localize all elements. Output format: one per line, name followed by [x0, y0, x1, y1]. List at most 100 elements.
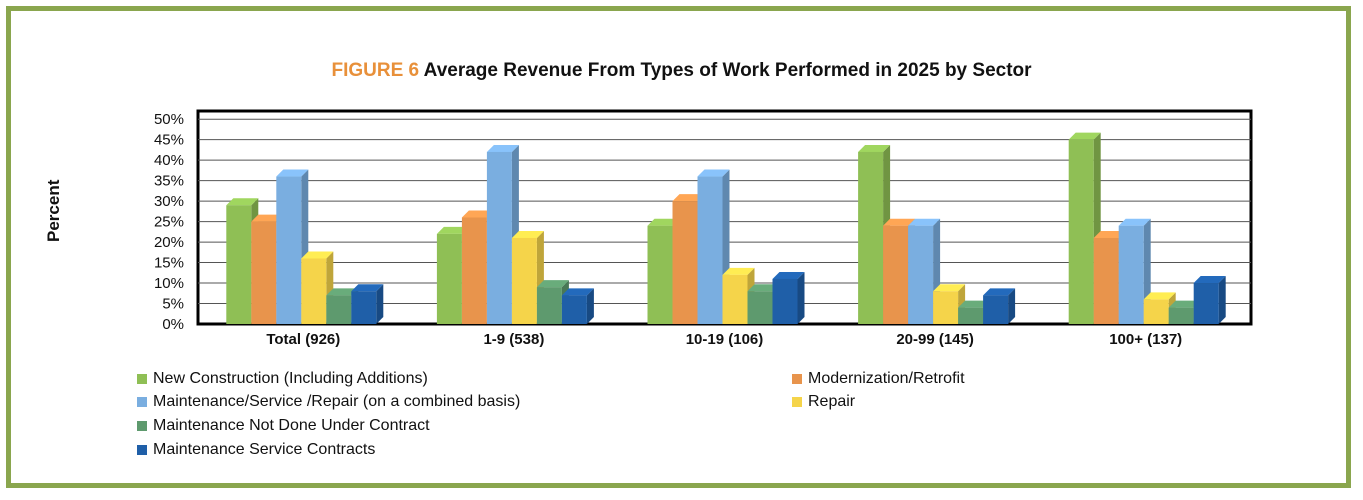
title-text: Average Revenue From Types of Work Perfo…: [423, 60, 1032, 81]
bar: [1143, 299, 1169, 324]
y-tick-label: 30%: [154, 193, 184, 210]
bar-top: [722, 267, 755, 275]
bar-top: [251, 214, 284, 222]
legend-label: Maintenance/Service /Repair (on a combin…: [153, 393, 521, 410]
y-tick-label: 40%: [154, 152, 184, 169]
bar-top: [983, 288, 1016, 296]
bar-top: [326, 288, 359, 296]
bar: [276, 176, 302, 324]
legend-swatch: [137, 374, 147, 384]
bar-top: [1118, 218, 1151, 226]
bar-top: [536, 280, 569, 288]
y-tick-label: 10%: [154, 275, 184, 292]
legend-swatch: [792, 397, 802, 407]
bar: [536, 287, 562, 324]
bar-top: [1168, 300, 1201, 308]
y-tick-label: 20%: [154, 234, 184, 251]
legend-label: Modernization/Retrofit: [808, 370, 965, 387]
bar-top: [933, 284, 966, 292]
bar-top: [486, 144, 519, 152]
bar: [933, 291, 959, 324]
bar-top: [883, 218, 916, 226]
bar-top: [276, 169, 309, 177]
legend-item: Maintenance Service Contracts: [137, 441, 375, 459]
bar: [561, 295, 587, 324]
bar: [1193, 283, 1219, 324]
bar-side: [586, 288, 594, 324]
bar: [511, 237, 537, 324]
bar: [772, 278, 798, 324]
legend-item: Repair: [792, 393, 855, 411]
x-tick-label: 10-19 (106): [686, 331, 764, 348]
bar: [747, 291, 773, 324]
bar-side: [1218, 276, 1226, 324]
bar: [351, 291, 377, 324]
legend-swatch: [137, 397, 147, 407]
bar: [883, 225, 909, 324]
bar: [647, 225, 673, 324]
bar-top: [1193, 276, 1226, 284]
bar: [1168, 307, 1194, 324]
bar-top: [511, 230, 544, 238]
bar: [461, 217, 487, 324]
bar: [983, 295, 1009, 324]
bar: [1118, 225, 1144, 324]
bar: [251, 221, 277, 324]
legend-label: Maintenance Service Contracts: [153, 441, 376, 458]
bar-top: [747, 284, 780, 292]
legend-item: Maintenance/Service /Repair (on a combin…: [137, 393, 520, 411]
bar-top: [226, 198, 259, 206]
bar-side: [797, 271, 805, 324]
legend-label: Maintenance Not Done Under Contract: [153, 417, 430, 434]
bar-top: [958, 300, 991, 308]
y-tick-label: 35%: [154, 173, 184, 190]
bar: [697, 176, 723, 324]
y-tick-label: 5%: [162, 296, 184, 313]
y-tick-label: 50%: [154, 111, 184, 128]
bar: [908, 225, 934, 324]
y-tick-label: 0%: [162, 316, 184, 333]
bar: [301, 258, 327, 324]
bar-top: [436, 226, 469, 234]
bar-top: [1068, 132, 1101, 140]
legend-swatch: [792, 374, 802, 384]
bar-top: [908, 218, 941, 226]
bar-top: [647, 218, 680, 226]
legend-swatch: [137, 421, 147, 431]
y-tick-label: 25%: [154, 214, 184, 231]
y-tick-label: 45%: [154, 132, 184, 149]
legend-label: Repair: [808, 393, 856, 410]
figure-label: FIGURE 6: [331, 60, 420, 81]
bar: [1093, 237, 1119, 324]
bar: [722, 274, 748, 324]
bar: [858, 151, 884, 324]
bar-top: [351, 284, 384, 292]
legend-item: New Construction (Including Additions): [137, 370, 428, 388]
bar-top: [561, 288, 594, 296]
bar: [226, 205, 252, 324]
x-tick-label: Total (926): [266, 331, 340, 348]
chart-title: FIGURE 6 Average Revenue From Types of W…: [0, 60, 1363, 82]
bar-top: [697, 169, 730, 177]
x-tick-label: 100+ (137): [1109, 331, 1182, 348]
x-tick-label: 20-99 (145): [896, 331, 974, 348]
bar-top: [858, 144, 891, 152]
bar: [326, 295, 352, 324]
bar-side: [1008, 288, 1016, 324]
x-tick-label: 1-9 (538): [483, 331, 544, 348]
bar-top: [1143, 292, 1176, 300]
bar-top: [461, 210, 494, 218]
legend-item: Modernization/Retrofit: [792, 370, 965, 388]
bar-side: [376, 284, 384, 324]
bar: [958, 307, 984, 324]
bar: [672, 201, 698, 324]
bar-top: [772, 271, 805, 279]
legend-item: Maintenance Not Done Under Contract: [137, 417, 430, 435]
bar: [486, 151, 512, 324]
legend-label: New Construction (Including Additions): [153, 370, 428, 387]
bar: [1068, 139, 1094, 324]
bar-top: [1093, 230, 1126, 238]
bar-top: [301, 251, 334, 259]
y-tick-label: 15%: [154, 255, 184, 272]
